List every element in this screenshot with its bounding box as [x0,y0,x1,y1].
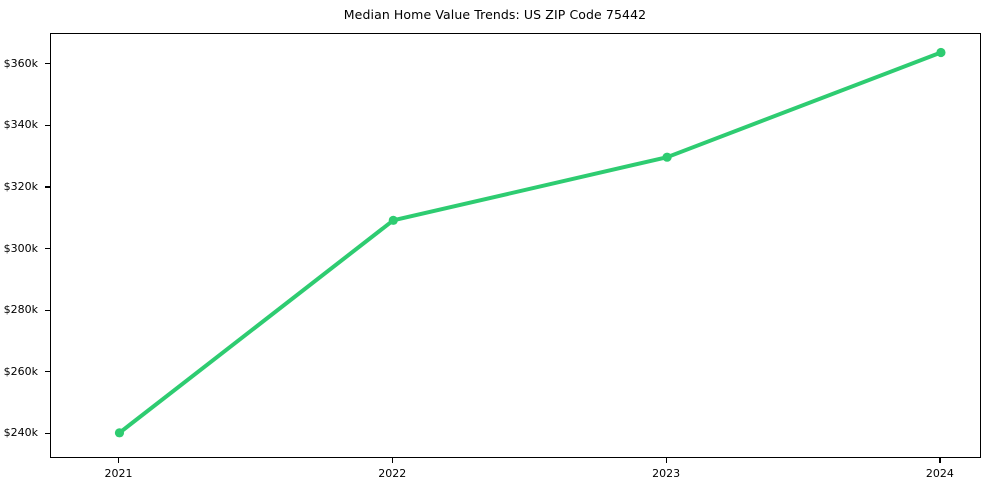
y-axis-tick-mark [45,63,50,65]
x-axis-tick-label: 2021 [104,467,133,480]
x-axis-tick-label: 2024 [925,467,954,480]
y-axis-tick-label: $360k [3,56,38,70]
x-axis-tick-mark [391,458,393,463]
y-axis-tick-label: $260k [3,364,38,378]
y-axis-tick-label: $340k [3,118,38,132]
y-axis-tick-label: $300k [3,241,38,255]
y-axis-tick-mark [45,432,50,434]
plot-area [50,33,981,458]
line-series-svg [114,47,946,438]
chart-title: Median Home Value Trends: US ZIP Code 75… [343,7,647,22]
y-axis-tick-label: $280k [3,303,38,317]
y-axis-tick-label: $240k [3,426,38,440]
series-line-0 [117,50,943,435]
y-axis-tick-mark [45,309,50,311]
y-axis-tick-mark [45,248,50,250]
y-axis-tick-mark [45,124,50,126]
x-axis-tick-mark [117,458,120,463]
y-axis-tick-mark [45,371,50,373]
y-axis-tick-label: $320k [3,179,38,193]
data-point-marker [388,215,398,225]
data-point-marker [662,152,672,162]
data-point-marker [114,428,125,438]
x-axis-tick-label: 2023 [652,467,681,480]
x-axis-tick-label: 2022 [378,467,407,480]
data-point-marker [936,47,946,58]
x-axis-tick-mark [665,458,667,463]
x-axis-tick-mark [939,458,941,463]
y-axis-tick-mark [45,186,50,188]
